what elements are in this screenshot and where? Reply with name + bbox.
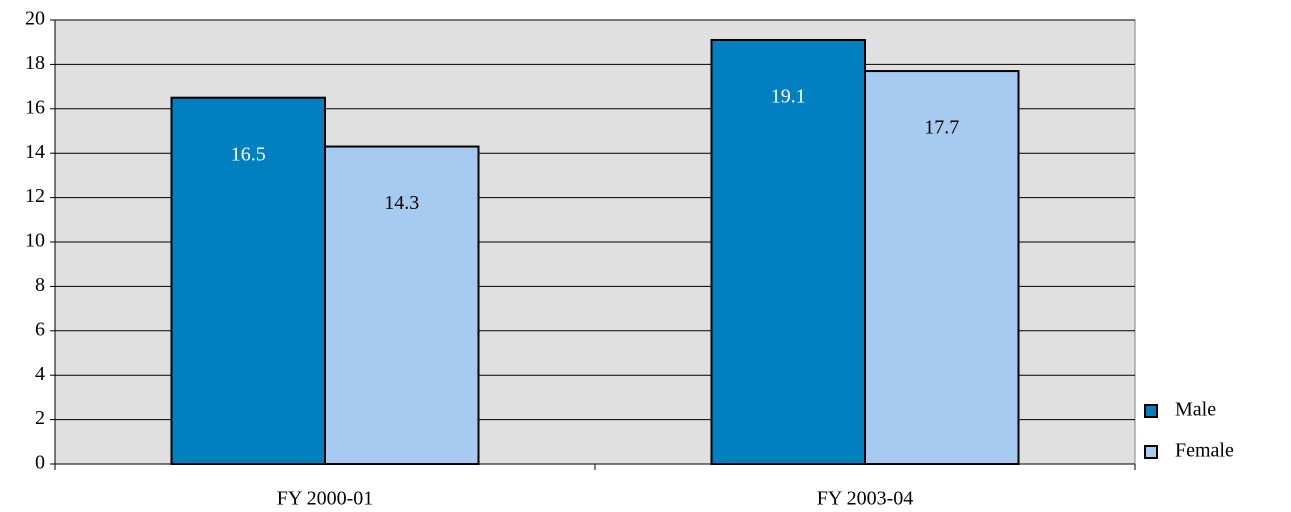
y-tick-label: 0 — [35, 452, 45, 474]
x-tick-label: FY 2003-04 — [817, 488, 913, 510]
bar — [710, 38, 866, 465]
bar — [170, 96, 326, 465]
data-label: 19.1 — [771, 86, 806, 108]
y-tick-label: 2 — [35, 407, 45, 429]
data-label: 14.3 — [384, 192, 419, 214]
bar — [864, 70, 1020, 465]
y-tick-label: 12 — [25, 185, 45, 207]
bar — [324, 145, 480, 465]
data-label: 17.7 — [924, 117, 959, 139]
y-tick-label: 8 — [35, 274, 45, 296]
y-tick-label: 20 — [25, 8, 45, 30]
legend-swatch — [1144, 445, 1158, 459]
y-tick-label: 18 — [25, 52, 45, 74]
y-tick-label: 4 — [35, 363, 45, 385]
y-tick-label: 14 — [25, 141, 45, 163]
y-tick-label: 6 — [35, 318, 45, 340]
legend-label: Male — [1175, 399, 1216, 421]
legend-swatch — [1144, 404, 1158, 418]
legend-label: Female — [1175, 440, 1234, 462]
x-tick-label: FY 2000-01 — [277, 488, 373, 510]
y-tick-label: 16 — [25, 96, 45, 118]
y-tick-label: 10 — [25, 230, 45, 252]
data-label: 16.5 — [231, 143, 266, 165]
